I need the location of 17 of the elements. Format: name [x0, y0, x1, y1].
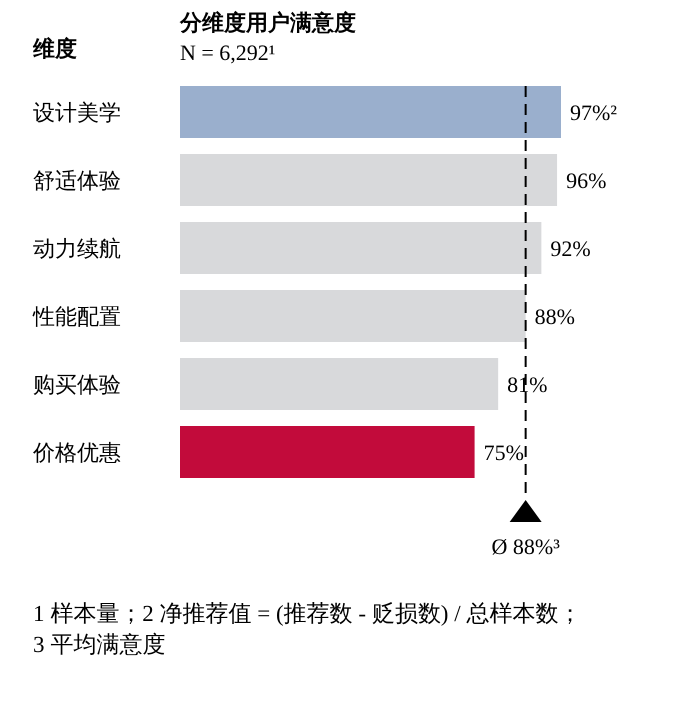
- annotation: 1 样本量；2 净推荐值 = (推荐数 - 贬损数) / 总样本数；3 平均满意度: [33, 600, 582, 659]
- category-label: 购买体验: [33, 372, 121, 397]
- data-label: 97%²: [570, 100, 617, 125]
- category-label: 价格优惠: [33, 440, 121, 465]
- subtitle: N = 6,292¹: [180, 40, 276, 65]
- ref-line-label: Ø 88%³: [492, 534, 560, 559]
- category-label: 舒适体验: [33, 168, 121, 193]
- data-label: 81%: [507, 372, 548, 397]
- data-label: 96%: [566, 168, 606, 193]
- title: 分维度用户满意度: [180, 10, 356, 35]
- data-label: 75%: [484, 440, 524, 465]
- data-label: 88%: [534, 304, 575, 329]
- data-label: 92%: [550, 236, 591, 261]
- category-label: 设计美学: [33, 100, 121, 125]
- category-label: 性能配置: [33, 304, 121, 329]
- ylabel: 维度: [33, 36, 77, 61]
- category-label: 动力续航: [33, 236, 121, 261]
